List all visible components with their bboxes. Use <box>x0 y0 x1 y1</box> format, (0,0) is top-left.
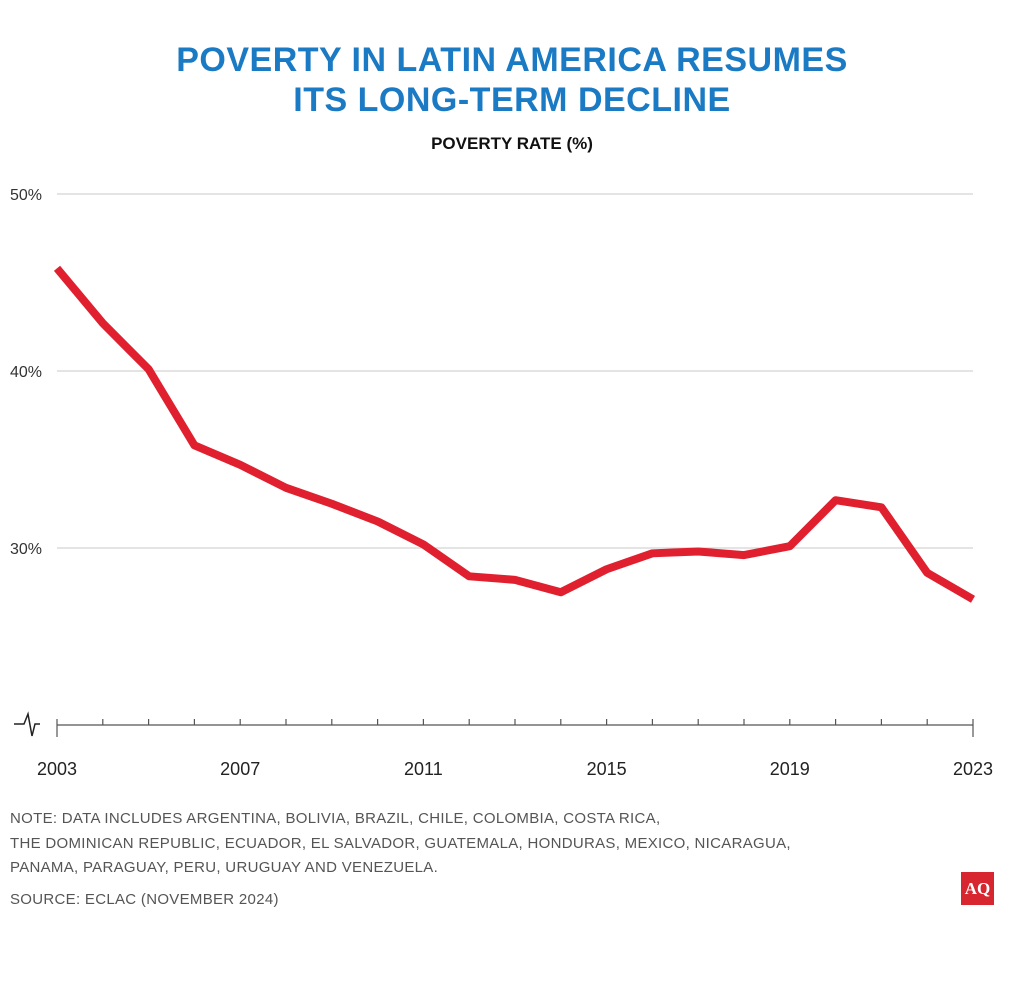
note-line-1: NOTE: DATA INCLUDES ARGENTINA, BOLIVIA, … <box>10 810 661 827</box>
x-tick-label: 2019 <box>770 759 810 779</box>
chart-note: NOTE: DATA INCLUDES ARGENTINA, BOLIVIA, … <box>10 807 791 881</box>
x-tick-label: 2011 <box>404 759 443 779</box>
x-tick-label: 2023 <box>953 759 993 779</box>
note-line-3: PANAMA, PARAGUAY, PERU, URUGUAY AND VENE… <box>10 859 439 876</box>
chart-title: POVERTY IN LATIN AMERICA RESUMES ITS LON… <box>0 40 1024 120</box>
title-line-2: ITS LONG-TERM DECLINE <box>293 81 731 119</box>
x-tick-label: 2007 <box>220 759 260 779</box>
note-line-2: THE DOMINICAN REPUBLIC, ECUADOR, EL SALV… <box>10 834 791 852</box>
title-line-1: POVERTY IN LATIN AMERICA RESUMES <box>176 41 848 79</box>
axis-break-icon <box>14 711 40 737</box>
chart-source: SOURCE: ECLAC (NOVEMBER 2024) <box>10 891 279 908</box>
chart-subtitle: POVERTY RATE (%) <box>431 134 593 153</box>
y-tick-label: 30% <box>10 541 42 558</box>
series-line-poverty-rate <box>53 265 976 603</box>
y-tick-label: 50% <box>10 187 42 204</box>
x-tick-label: 2003 <box>37 759 77 779</box>
aq-logo: AQ <box>961 872 994 905</box>
x-tick-label: 2015 <box>587 759 627 779</box>
y-tick-label: 40% <box>10 364 42 381</box>
